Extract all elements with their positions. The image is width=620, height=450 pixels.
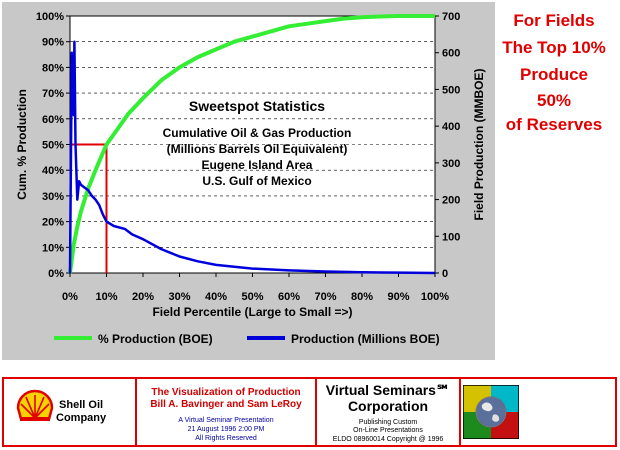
y-left-axis-label: Cum. % Production — [15, 89, 29, 200]
y-right-tick-label: 200 — [442, 195, 460, 207]
y-right-tick-label: 100 — [442, 231, 460, 243]
y-right-tick-label: 0 — [442, 268, 448, 280]
presentation-cell: The Visualization of Production Bill A. … — [137, 379, 317, 445]
y-right-tick-label: 500 — [442, 84, 460, 96]
y-left-tick-label: 40% — [42, 165, 64, 177]
callout-line: 50% — [536, 91, 572, 110]
y-left-tick-label: 30% — [42, 191, 64, 203]
chart-title: Sweetspot Statistics — [189, 98, 325, 114]
series-line — [68, 40, 436, 275]
vs-info: Publishing Custom — [358, 419, 418, 426]
vs-logo-cell — [461, 379, 615, 445]
x-tick-label: 80% — [351, 291, 373, 303]
vs-company-line2: Corporation — [347, 398, 429, 414]
footer-banner: Shell Oil Company The Visualization of P… — [2, 377, 617, 447]
y-left-tick-label: 80% — [42, 62, 64, 74]
callout-line: Produce — [519, 65, 589, 84]
vs-copyright: ELDO 08960014 Copyright @ 1996 — [332, 436, 444, 443]
chart-panel: 0% 10% 20% 30% 40% 50% 60% 70% 80% 90% 100% 0 100 200… — [2, 2, 495, 360]
x-axis-label: Field Percentile (Large to Small =>) — [152, 305, 352, 319]
vs-info: On-Line Presentations — [353, 427, 423, 434]
presentation-authors: Bill A. Bavinger and Sam LeRoy — [150, 399, 302, 410]
y-right-axis-label: Field Production (MMBOE) — [472, 69, 486, 221]
y-left-tick-label: 90% — [42, 37, 64, 49]
chart-subtitle-line: Cumulative Oil & Gas Production — [163, 126, 352, 140]
presentation-date: 21 August 1996 2:00 PM — [187, 426, 265, 433]
callout-line: The Top 10% — [502, 38, 606, 57]
company-line: Company — [56, 412, 107, 424]
x-tick-label: 60% — [278, 291, 300, 303]
x-tick-label: 40% — [205, 291, 227, 303]
x-tick-label: 0% — [62, 291, 78, 303]
shell-cell: Shell Oil Company — [4, 379, 137, 445]
x-tick-label: 30% — [168, 291, 190, 303]
x-tick-label: 50% — [241, 291, 263, 303]
chart-subtitle-line: (Millions Barrels Oil Equivalent) — [167, 142, 348, 156]
chart-canvas: 0% 10% 20% 30% 40% 50% 60% 70% 80% 90% 100% 0 100 200… — [15, 11, 486, 346]
presentation-info: A Virtual Seminar Presentation — [178, 417, 274, 424]
y-right-tick-label: 300 — [442, 158, 460, 170]
x-tick-label: 10% — [95, 291, 117, 303]
y-left-tick-label: 10% — [42, 242, 64, 254]
vs-cell: Virtual Seminars℠ Corporation Publishing… — [317, 379, 461, 445]
y-left-tick-label: 100% — [36, 11, 64, 23]
x-tick-label: 70% — [314, 291, 336, 303]
globe-logo-icon — [463, 385, 519, 439]
series-line — [68, 14, 435, 274]
y-right-tick-label: 600 — [442, 48, 460, 60]
chart-subtitle-line: U.S. Gulf of Mexico — [202, 174, 311, 188]
presentation-title: The Visualization of Production — [151, 387, 301, 398]
y-left-tick-label: 0% — [48, 268, 64, 280]
y-right-tick-label: 400 — [442, 121, 460, 133]
company-name: Shell Oil Company — [56, 399, 106, 425]
x-tick-label: 20% — [132, 291, 154, 303]
y-left-tick-label: 60% — [42, 114, 64, 126]
shell-logo-icon — [16, 389, 54, 421]
y-left-tick-label: 70% — [42, 88, 64, 100]
presentation-rights: All Rights Reserved — [195, 435, 257, 442]
x-tick-label: 90% — [387, 291, 409, 303]
y-right-tick-label: 700 — [442, 11, 460, 23]
chart-subtitle-line: Eugene Island Area — [202, 158, 313, 172]
y-left-tick-label: 20% — [42, 217, 64, 229]
legend-label: Production (Millions BOE) — [291, 332, 440, 346]
legend-label: % Production (BOE) — [98, 332, 213, 346]
callout-line: of Reserves — [505, 115, 603, 134]
callout-line: For Fields — [513, 11, 595, 30]
company-line: Shell Oil — [59, 399, 104, 411]
x-tick-label: 100% — [421, 291, 449, 303]
vs-company: Virtual Seminars℠ — [325, 382, 451, 398]
y-left-tick-label: 50% — [42, 140, 64, 152]
